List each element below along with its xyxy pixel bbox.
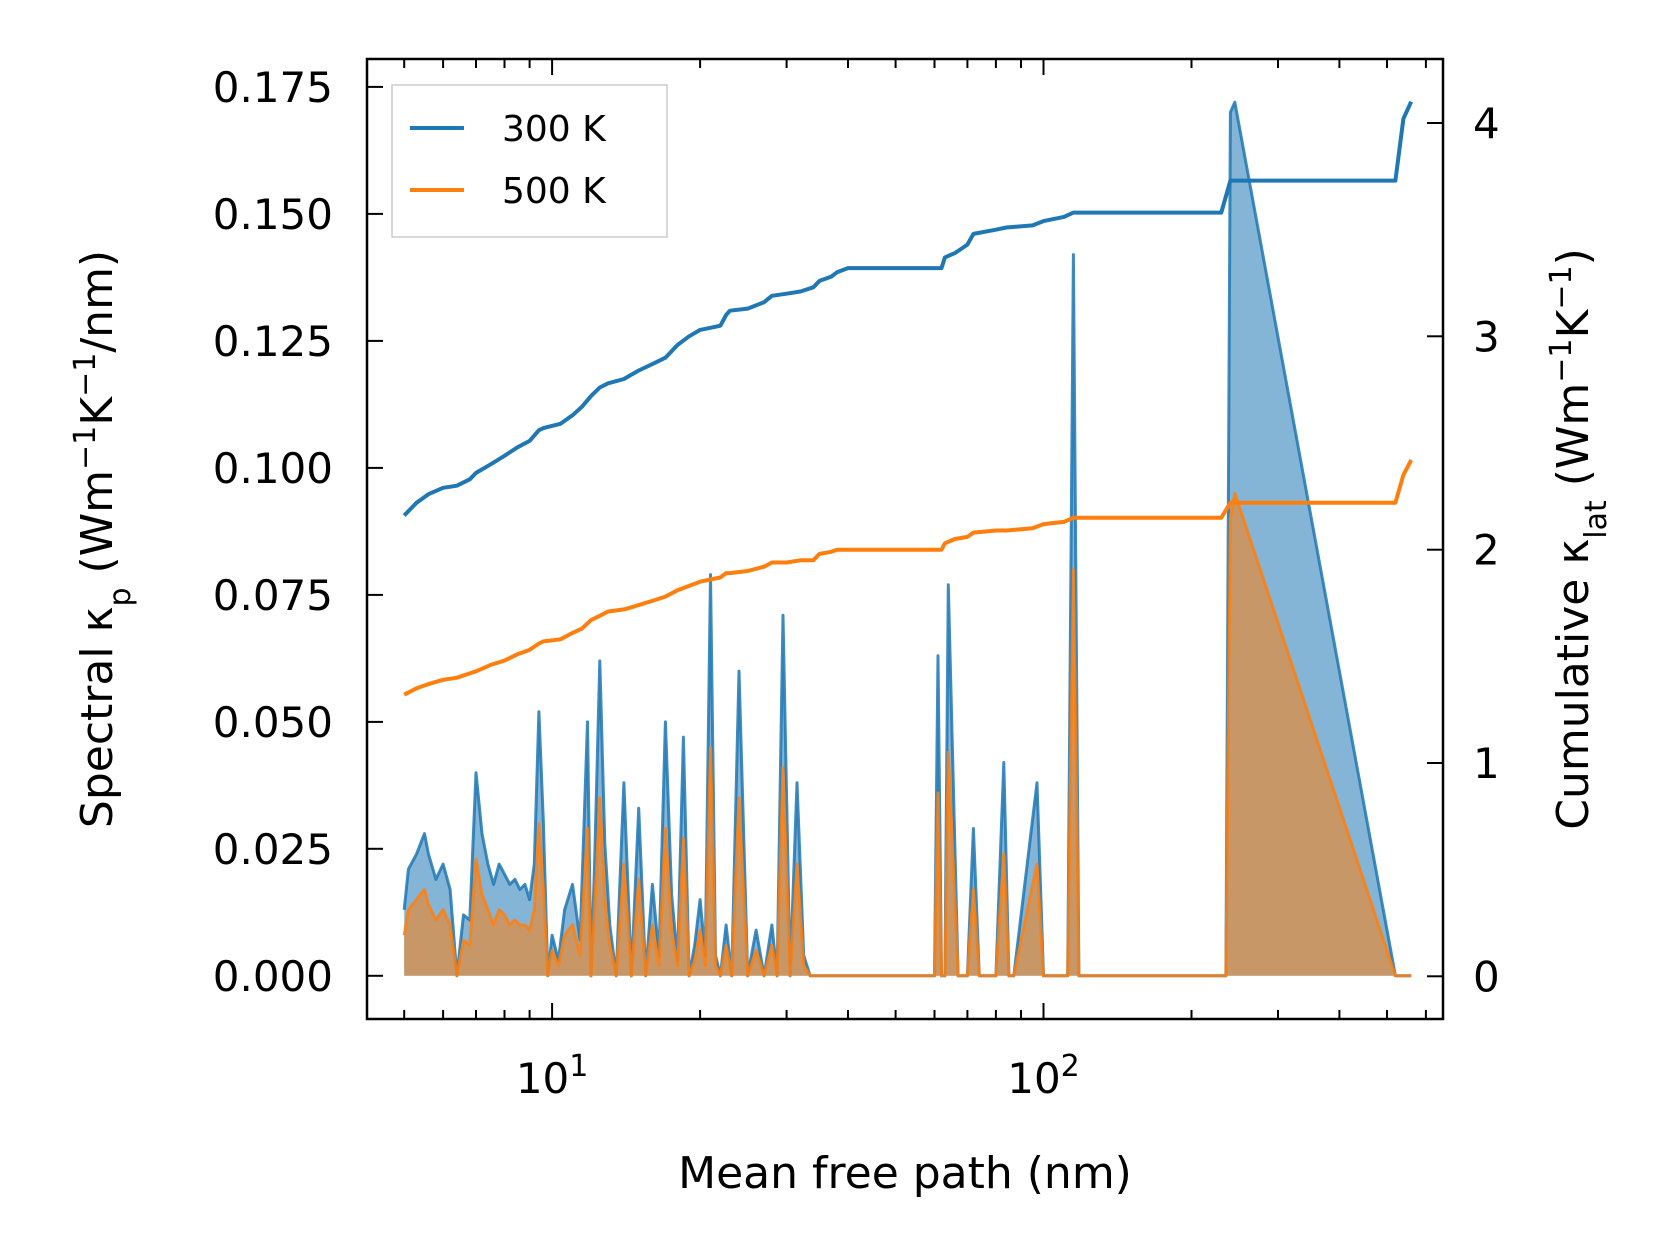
y-left-tick-label: 0.050 [213,698,333,747]
y-left-tick-label: 0.175 [213,63,333,112]
spectral-line-500-k-spectral [402,491,1412,978]
cumulative-line-300-k [402,100,1414,517]
y-right-tick-label: 3 [1473,312,1500,361]
y-right-tick-label: 4 [1473,99,1500,148]
y-right-tick-label: 2 [1473,526,1500,575]
legend-label-500k: 500 K [502,171,607,212]
cumulative-line-500-k [403,459,1413,697]
y-axis-left-title: Spectral κp (Wm−1K−1/nm) [68,250,138,828]
y-left-tick-label: 0.150 [213,190,333,239]
x-tick-label: 102 [1007,1049,1080,1104]
y-left-tick-label: 0.075 [213,571,333,620]
cumulative-lines [402,100,1414,697]
y-left-tick-label: 0.000 [213,952,333,1001]
y-left-tick-label: 0.025 [213,825,333,874]
legend: 300 K 500 K [391,84,668,238]
tick-labels: 101 1020.0000.0250.0500.0750.1000.1250.15… [213,63,1500,1103]
x-axis-title: Mean free path (nm) [678,1148,1132,1199]
legend-box [391,84,668,238]
spectral-area-500-k-spectral [404,493,1412,976]
y-axis-right-title: Cumulative κlat (Wm−1K−1) [1544,248,1614,830]
y-left-tick-label: 0.100 [213,444,333,493]
spectral-fills [402,100,1412,978]
y-left-tick-label: 0.125 [213,317,333,366]
y-right-tick-label: 1 [1473,739,1500,788]
legend-label-300k: 300 K [502,109,607,150]
axis-ticks [367,59,1443,1019]
y-right-tick-label: 0 [1473,952,1500,1001]
x-tick-label: 101 [516,1049,589,1104]
plot-frame [365,57,1445,1021]
spectral-line-300-k-spectral [402,100,1412,978]
